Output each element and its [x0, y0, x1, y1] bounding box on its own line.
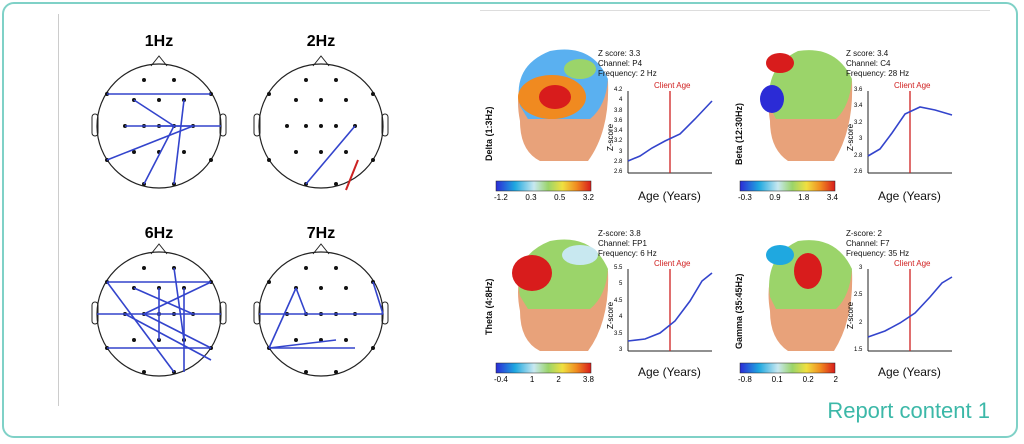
client-age-label: Client Age	[894, 81, 931, 90]
z-info: Z-score: 2 Channel: F7 Frequency: 35 Hz	[846, 229, 909, 259]
theta-chart	[627, 269, 713, 352]
client-age-label: Client Age	[894, 259, 931, 268]
theta-panel	[495, 239, 609, 374]
z-info: Z score: 3.3 Channel: P4 Frequency: 2 Hz	[598, 49, 657, 79]
beta-chart	[867, 91, 953, 174]
z-info: Z-score: 3.8 Channel: FP1 Frequency: 6 H…	[598, 229, 657, 259]
y-tick: 3.8	[614, 107, 623, 114]
colorbar-tick: -0.4	[494, 375, 508, 384]
colorbar-tick: 3.2	[582, 193, 594, 202]
y-tick: 2.8	[854, 152, 863, 159]
colorbar-tick: 2	[556, 375, 561, 384]
colorbar-ticks: -0.3 0.9 1.8 3.4	[738, 193, 838, 202]
channel-text: Channel: FP1	[598, 239, 647, 248]
head-map-6hz: 6Hz	[91, 225, 227, 377]
y-tick: 2.5	[854, 292, 863, 299]
colorbar-ticks: -0.4 1 2 3.8	[494, 375, 594, 384]
y-tick: 3.6	[614, 117, 623, 124]
y-ticks: 4.2 4 3.8 3.6 3.4 3.2 3 2.8 2.6	[614, 87, 622, 175]
colorbar-tick: 1.8	[798, 193, 810, 202]
client-age-label: Client Age	[654, 81, 691, 90]
delta-chart	[627, 91, 713, 174]
z-score-text: Z-score: 3.8	[598, 229, 641, 238]
y-tick: 2.6	[614, 169, 623, 175]
colorbar-tick: 2	[833, 375, 838, 384]
delta-panel	[495, 49, 609, 192]
channel-text: Channel: P4	[598, 59, 643, 68]
band-label: Beta (12:30Hz)	[734, 102, 744, 165]
channel-text: Channel: F7	[846, 239, 890, 248]
y-tick: 3.4	[854, 103, 863, 110]
z-score-text: Z score: 3.3	[598, 49, 641, 58]
z-info: Z score: 3.4 Channel: C4 Frequency: 28 H…	[846, 49, 909, 79]
colorbar-tick: 0.5	[554, 193, 566, 202]
y-tick: 3.2	[614, 138, 623, 145]
band-label: Theta (4:8Hz)	[484, 278, 494, 335]
freq-title: 2Hz	[307, 33, 335, 50]
y-tick: 2.6	[854, 168, 863, 175]
brain-svg	[495, 49, 953, 374]
y-tick: 2.8	[614, 158, 623, 165]
z-score-text: Z score: 3.4	[846, 49, 889, 58]
age-label: Age (Years)	[638, 365, 701, 379]
y-tick: 4.2	[614, 87, 623, 93]
y-tick: 5	[619, 281, 623, 288]
freq-title: 1Hz	[145, 33, 173, 50]
channel-text: Channel: C4	[846, 59, 891, 68]
y-tick: 2	[859, 319, 863, 326]
frequency-text: Frequency: 28 Hz	[846, 69, 910, 78]
client-age-label: Client Age	[654, 259, 691, 268]
colorbar-tick: 0.1	[771, 375, 783, 384]
colorbar-tick: 0.2	[802, 375, 814, 384]
gamma-chart	[867, 269, 953, 352]
y-tick: 3	[619, 346, 623, 353]
y-tick: 3.6	[854, 87, 863, 93]
z-score-text: Z-score: 2	[846, 229, 883, 238]
head-map-7hz: 7Hz	[253, 225, 389, 377]
colorbar-tick: 0.3	[525, 193, 537, 202]
y-tick: 3	[859, 265, 863, 271]
y-tick: 1.5	[854, 346, 863, 353]
freq-title: 6Hz	[145, 225, 173, 242]
connectivity-panel: 1Hz 2Hz	[58, 14, 411, 406]
age-label: Age (Years)	[878, 365, 941, 379]
colorbar-tick: 0.9	[769, 193, 781, 202]
frequency-text: Frequency: 6 Hz	[598, 249, 657, 258]
y-ticks: 3 2.5 2 1.5	[854, 265, 862, 353]
y-tick: 3.4	[614, 128, 623, 134]
band-label: Gamma (35:45Hz)	[734, 273, 744, 349]
age-label: Age (Years)	[878, 189, 941, 203]
y-tick: 4	[619, 314, 623, 321]
age-label: Age (Years)	[638, 189, 701, 203]
y-ticks: 3.6 3.4 3.2 3 2.8 2.6	[854, 87, 862, 175]
head-map-1hz: 1Hz	[91, 33, 227, 189]
report-frame	[2, 2, 1018, 438]
y-tick: 5.5	[614, 265, 623, 271]
colorbar-tick: 3.8	[582, 375, 594, 384]
y-tick: 3	[859, 136, 863, 143]
colorbar-tick: 3.4	[826, 193, 838, 202]
colorbar-tick: 1	[529, 375, 535, 384]
colorbar-ticks: -0.8 0.1 0.2 2	[738, 375, 838, 384]
y-tick: 3.5	[614, 330, 623, 337]
head-map-2hz: 2Hz	[253, 33, 389, 191]
report-content-label: Report content 1	[827, 398, 990, 423]
brain-panel: Delta (1:3Hz) Beta (12:30Hz) Theta (4:8H…	[480, 10, 990, 401]
colorbar-tick: -0.3	[738, 193, 752, 202]
frequency-text: Frequency: 2 Hz	[598, 69, 657, 78]
y-tick: 4	[619, 97, 623, 104]
y-tick: 4.5	[614, 297, 623, 304]
y-tick: 3.2	[854, 119, 863, 126]
connectivity-svg: 1Hz 2Hz	[91, 33, 389, 377]
colorbar-tick: -1.2	[494, 193, 508, 202]
gamma-panel	[739, 240, 853, 374]
freq-title: 7Hz	[307, 225, 335, 242]
colorbar-ticks: -1.2 0.3 0.5 3.2	[494, 193, 594, 202]
band-label: Delta (1:3Hz)	[484, 106, 494, 161]
frequency-text: Frequency: 35 Hz	[846, 249, 910, 258]
y-ticks: 5.5 5 4.5 4 3.5 3	[614, 265, 622, 353]
y-tick: 3	[619, 148, 623, 155]
beta-panel	[739, 50, 853, 192]
colorbar-tick: -0.8	[738, 375, 752, 384]
